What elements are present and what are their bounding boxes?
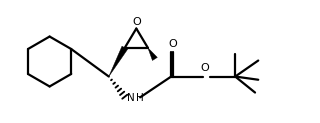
Polygon shape [109,46,128,77]
Text: O: O [168,39,177,49]
Text: N: N [127,93,134,103]
Text: O: O [132,17,141,27]
Text: O: O [200,63,209,73]
Polygon shape [148,48,157,61]
Text: H: H [136,93,143,103]
